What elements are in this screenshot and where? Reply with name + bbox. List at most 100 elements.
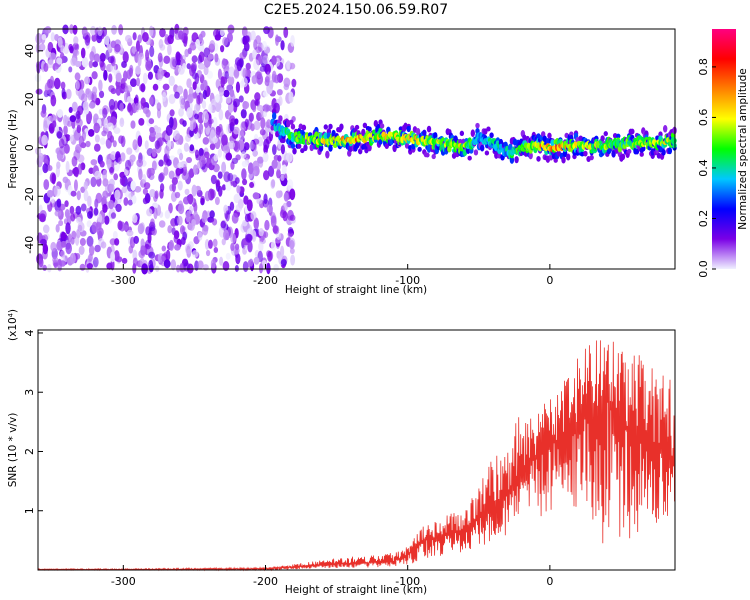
- noise-cell: [254, 46, 262, 54]
- noise-cell: [212, 116, 218, 128]
- noise-cell: [198, 147, 204, 157]
- y-tick-label: 20: [23, 92, 36, 106]
- noise-cell: [136, 77, 141, 87]
- noise-cell: [291, 78, 297, 88]
- signal-cell: [667, 147, 673, 155]
- noise-cell: [255, 35, 262, 45]
- noise-cell: [114, 43, 121, 53]
- noise-cell: [105, 49, 110, 60]
- noise-cell: [272, 225, 280, 235]
- noise-cell: [178, 30, 184, 40]
- noise-cell: [290, 34, 295, 47]
- noise-cell: [243, 142, 250, 151]
- noise-cell: [209, 210, 215, 219]
- noise-cell: [44, 26, 52, 34]
- snr-x-axis-label: Height of straight line (km): [285, 584, 427, 596]
- noise-cell: [233, 193, 241, 204]
- noise-cell: [120, 77, 126, 90]
- noise-cell: [46, 264, 52, 273]
- noise-cell: [286, 179, 294, 191]
- noise-cell: [211, 218, 218, 226]
- noise-cell: [39, 213, 46, 222]
- noise-cell: [258, 263, 264, 274]
- noise-cell: [259, 110, 265, 119]
- noise-cell: [149, 25, 154, 37]
- noise-cell: [90, 159, 98, 166]
- noise-cell: [189, 168, 194, 179]
- noise-cell: [106, 122, 114, 131]
- noise-cell: [215, 179, 221, 187]
- noise-cell: [42, 243, 49, 255]
- noise-cell: [191, 249, 199, 258]
- noise-cell: [257, 136, 264, 147]
- noise-cell: [44, 82, 52, 95]
- noise-cell: [60, 232, 67, 240]
- noise-cell: [161, 91, 167, 103]
- noise-cell: [119, 118, 125, 128]
- noise-cell: [110, 88, 117, 95]
- noise-cell: [167, 43, 172, 56]
- noise-cell: [57, 109, 64, 118]
- noise-cell: [276, 169, 281, 179]
- noise-cell: [80, 47, 86, 59]
- colorbar-tick-label: 0.6: [697, 109, 710, 127]
- noise-cell: [168, 239, 175, 251]
- noise-cell: [92, 86, 98, 95]
- noise-cell: [187, 47, 192, 55]
- noise-cell: [171, 56, 177, 68]
- noise-cell: [270, 215, 277, 228]
- noise-cell: [134, 102, 140, 113]
- noise-cell: [109, 135, 115, 143]
- noise-cell: [55, 224, 60, 233]
- noise-cell: [180, 98, 186, 106]
- noise-cell: [149, 45, 155, 58]
- noise-cell: [128, 67, 133, 78]
- signal-cell: [367, 144, 372, 152]
- noise-cell: [262, 152, 269, 163]
- noise-cell: [91, 33, 97, 42]
- noise-cell: [78, 245, 85, 255]
- noise-cell: [258, 241, 264, 252]
- noise-cell: [107, 56, 115, 64]
- noise-cell: [69, 134, 74, 142]
- signal-cell: [479, 144, 485, 152]
- noise-cell: [110, 212, 117, 219]
- noise-cell: [271, 70, 277, 83]
- noise-cell: [158, 220, 166, 228]
- noise-cell: [70, 190, 77, 197]
- noise-cell: [70, 213, 76, 222]
- noise-cell: [148, 251, 156, 259]
- noise-cell: [241, 77, 248, 88]
- signal-cell: [661, 148, 666, 156]
- noise-cell: [283, 26, 289, 39]
- noise-cell: [79, 79, 85, 90]
- noise-cell: [280, 258, 287, 266]
- noise-cell: [144, 140, 149, 150]
- spectrogram-y-ticks: -40 -20 0 20 40: [23, 44, 43, 254]
- noise-cell: [271, 55, 277, 66]
- y-tick-label: 2: [23, 448, 36, 455]
- noise-cell: [263, 103, 270, 113]
- noise-cell: [280, 40, 285, 51]
- noise-cell: [37, 152, 44, 163]
- noise-cell: [51, 173, 56, 185]
- noise-cell: [167, 34, 174, 45]
- noise-cell: [192, 164, 199, 175]
- noise-cell: [197, 231, 203, 241]
- noise-cell: [258, 228, 264, 237]
- noise-cell: [65, 222, 71, 235]
- noise-cell: [197, 160, 203, 169]
- noise-cell: [130, 180, 136, 191]
- noise-cell: [273, 264, 279, 273]
- colorbar-tick-label: 0.2: [697, 210, 710, 228]
- noise-cell: [64, 200, 69, 208]
- noise-cell: [190, 117, 197, 130]
- noise-cell: [186, 107, 194, 119]
- noise-cell: [239, 52, 247, 60]
- noise-cell: [138, 168, 143, 181]
- noise-cell: [194, 149, 199, 159]
- noise-cell: [187, 193, 194, 205]
- spectrogram-x-axis-label: Height of straight line (km): [285, 284, 427, 296]
- noise-cell: [115, 85, 122, 96]
- noise-cell: [97, 213, 103, 224]
